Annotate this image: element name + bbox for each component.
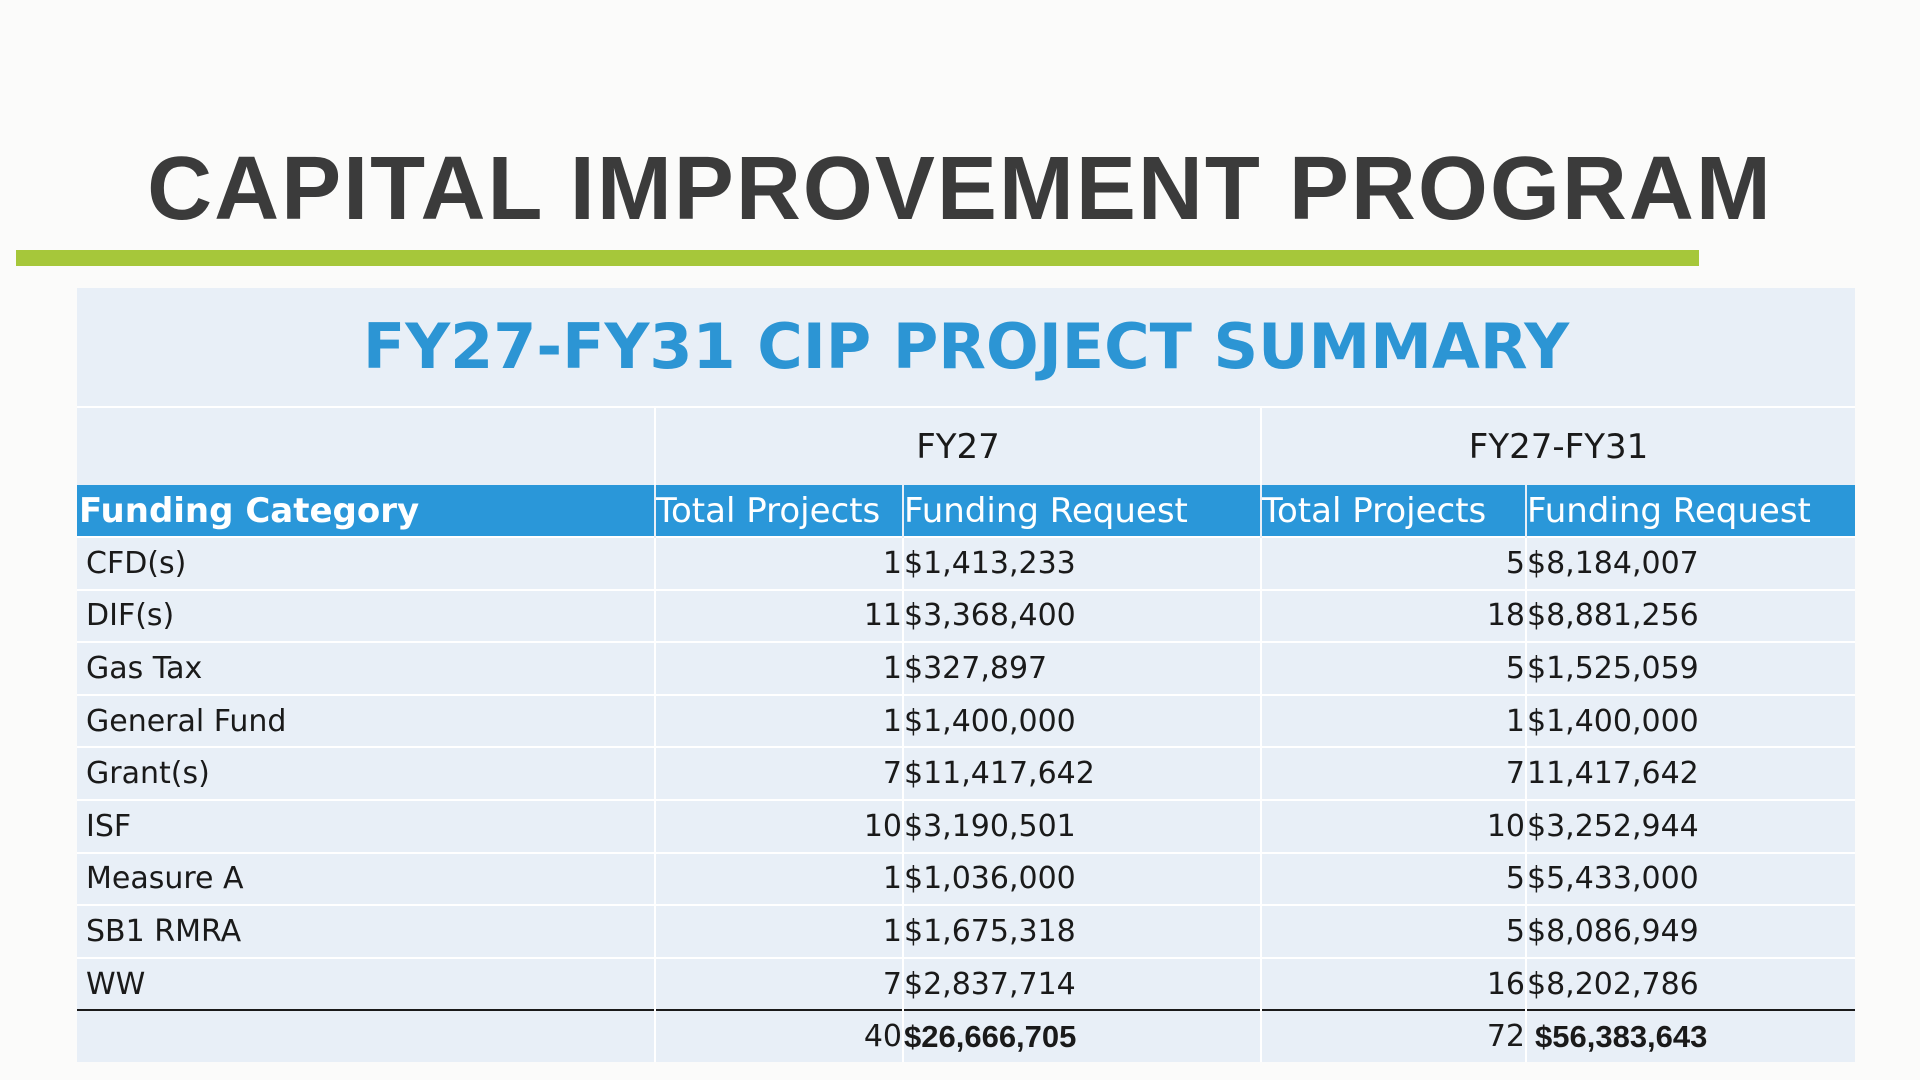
range-total-projects-sum: 72 xyxy=(1260,1009,1526,1063)
fy27-total-projects: 7 xyxy=(654,956,903,1011)
table-row: Measure A 1 $1,036,000 5 $5,433,000 xyxy=(77,851,1856,906)
range-funding-request: $1,400,000 xyxy=(1524,693,1856,748)
funding-category: Gas Tax xyxy=(77,641,655,695)
group-header-empty xyxy=(77,406,655,485)
table-row: ISF 10 $3,190,501 10 $3,252,944 xyxy=(77,798,1856,853)
table-row: DIF(s) 11 $3,368,400 18 $8,881,256 xyxy=(77,588,1856,643)
funding-category: WW xyxy=(77,956,655,1011)
slide-title: CAPITAL IMPROVEMENT PROGRAM xyxy=(147,139,1773,239)
column-header-row: Funding Category Total Projects Funding … xyxy=(77,485,1856,537)
funding-category: ISF xyxy=(77,798,655,853)
range-total-projects: 1 xyxy=(1260,693,1526,748)
range-total-projects: 5 xyxy=(1260,851,1526,906)
header-range-total-projects: Total Projects xyxy=(1260,485,1526,537)
fy27-total-projects: 1 xyxy=(654,641,903,695)
range-total-projects: 10 xyxy=(1260,798,1526,853)
range-total-projects: 18 xyxy=(1260,588,1526,643)
funding-category: Grant(s) xyxy=(77,746,655,800)
header-funding-category: Funding Category xyxy=(77,485,655,537)
funding-category: Measure A xyxy=(77,851,655,906)
fy27-funding-request: $11,417,642 xyxy=(902,746,1261,800)
range-funding-request: $1,525,059 xyxy=(1524,641,1856,695)
range-funding-request: $8,184,007 xyxy=(1524,536,1856,590)
range-total-projects: 5 xyxy=(1260,641,1526,695)
funding-category: CFD(s) xyxy=(77,536,655,590)
range-total-projects: 5 xyxy=(1260,536,1526,590)
range-total-projects: 7 xyxy=(1260,746,1526,800)
range-funding-request: $8,086,949 xyxy=(1524,904,1856,958)
fy27-total-projects: 11 xyxy=(654,588,903,643)
summary-panel: FY27-FY31 CIP PROJECT SUMMARY FY27 FY27-… xyxy=(77,288,1856,1063)
range-funding-request: $8,202,786 xyxy=(1524,956,1856,1011)
table-row: Gas Tax 1 $327,897 5 $1,525,059 xyxy=(77,641,1856,695)
range-funding-request: $3,252,944 xyxy=(1524,798,1856,853)
totals-label xyxy=(77,1009,655,1063)
fy27-total-projects: 1 xyxy=(654,851,903,906)
column-group-row: FY27 FY27-FY31 xyxy=(77,406,1856,485)
fy27-funding-request: $3,368,400 xyxy=(902,588,1261,643)
fy27-funding-request: $2,837,714 xyxy=(902,956,1261,1011)
summary-title: FY27-FY31 CIP PROJECT SUMMARY xyxy=(362,310,1570,383)
fy27-total-projects: 1 xyxy=(654,904,903,958)
fy27-funding-request: $1,675,318 xyxy=(902,904,1261,958)
cip-summary-table: FY27 FY27-FY31 Funding Category Total Pr… xyxy=(77,406,1856,1063)
group-header-fy27-fy31: FY27-FY31 xyxy=(1259,406,1856,485)
range-total-projects: 5 xyxy=(1260,904,1526,958)
funding-category: DIF(s) xyxy=(77,588,655,643)
range-funding-request: $5,433,000 xyxy=(1524,851,1856,906)
table-row: CFD(s) 1 $1,413,233 5 $8,184,007 xyxy=(77,536,1856,590)
table-row: WW 7 $2,837,714 16 $8,202,786 xyxy=(77,956,1856,1011)
fy27-funding-request: $1,413,233 xyxy=(902,536,1261,590)
range-funding-request: 11,417,642 xyxy=(1524,746,1856,800)
fy27-total-projects: 1 xyxy=(654,693,903,748)
fy27-funding-request: $3,190,501 xyxy=(902,798,1261,853)
fy27-funding-request: $1,400,000 xyxy=(902,693,1261,748)
fy27-total-projects: 1 xyxy=(654,536,903,590)
table-row: General Fund 1 $1,400,000 1 $1,400,000 xyxy=(77,693,1856,748)
funding-category: General Fund xyxy=(77,693,655,748)
fy27-funding-request: $1,036,000 xyxy=(902,851,1261,906)
range-total-projects: 16 xyxy=(1260,956,1526,1011)
fy27-funding-request-sum: $26,666,705 xyxy=(902,1009,1261,1063)
title-divider xyxy=(16,250,1699,266)
header-range-funding-request: Funding Request xyxy=(1524,485,1856,537)
group-header-fy27: FY27 xyxy=(654,406,1261,485)
fy27-total-projects-sum: 40 xyxy=(654,1009,903,1063)
table-row: Grant(s) 7 $11,417,642 7 11,417,642 xyxy=(77,746,1856,800)
table-row: SB1 RMRA 1 $1,675,318 5 $8,086,949 xyxy=(77,904,1856,958)
fy27-funding-request: $327,897 xyxy=(902,641,1261,695)
range-funding-request: $8,881,256 xyxy=(1524,588,1856,643)
header-fy27-total-projects: Total Projects xyxy=(654,485,903,537)
header-fy27-funding-request: Funding Request xyxy=(902,485,1261,537)
totals-row: 40 $26,666,705 72 $56,383,643 xyxy=(77,1009,1856,1063)
funding-category: SB1 RMRA xyxy=(77,904,655,958)
fy27-total-projects: 7 xyxy=(654,746,903,800)
range-funding-request-sum: $56,383,643 xyxy=(1524,1009,1856,1063)
fy27-total-projects: 10 xyxy=(654,798,903,853)
